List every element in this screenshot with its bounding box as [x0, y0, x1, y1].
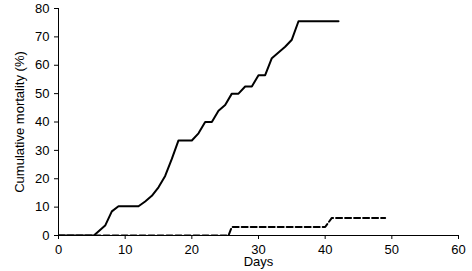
svg-text:40: 40 [318, 242, 332, 257]
svg-text:Days: Days [244, 254, 274, 269]
svg-text:10: 10 [118, 242, 132, 257]
svg-text:20: 20 [185, 242, 199, 257]
svg-text:Cumulative mortality (%): Cumulative mortality (%) [12, 51, 27, 193]
svg-text:60: 60 [451, 242, 465, 257]
svg-text:30: 30 [35, 143, 49, 158]
svg-text:30: 30 [251, 241, 266, 257]
svg-text:50: 50 [385, 242, 399, 257]
svg-text:50: 50 [35, 86, 49, 101]
svg-text:60: 60 [35, 57, 49, 72]
svg-text:20: 20 [35, 171, 49, 186]
svg-text:0: 0 [42, 228, 49, 243]
svg-text:40: 40 [35, 114, 49, 129]
svg-text:70: 70 [35, 29, 49, 44]
svg-text:0: 0 [55, 242, 62, 257]
svg-text:80: 80 [35, 1, 49, 16]
svg-text:10: 10 [35, 199, 49, 214]
